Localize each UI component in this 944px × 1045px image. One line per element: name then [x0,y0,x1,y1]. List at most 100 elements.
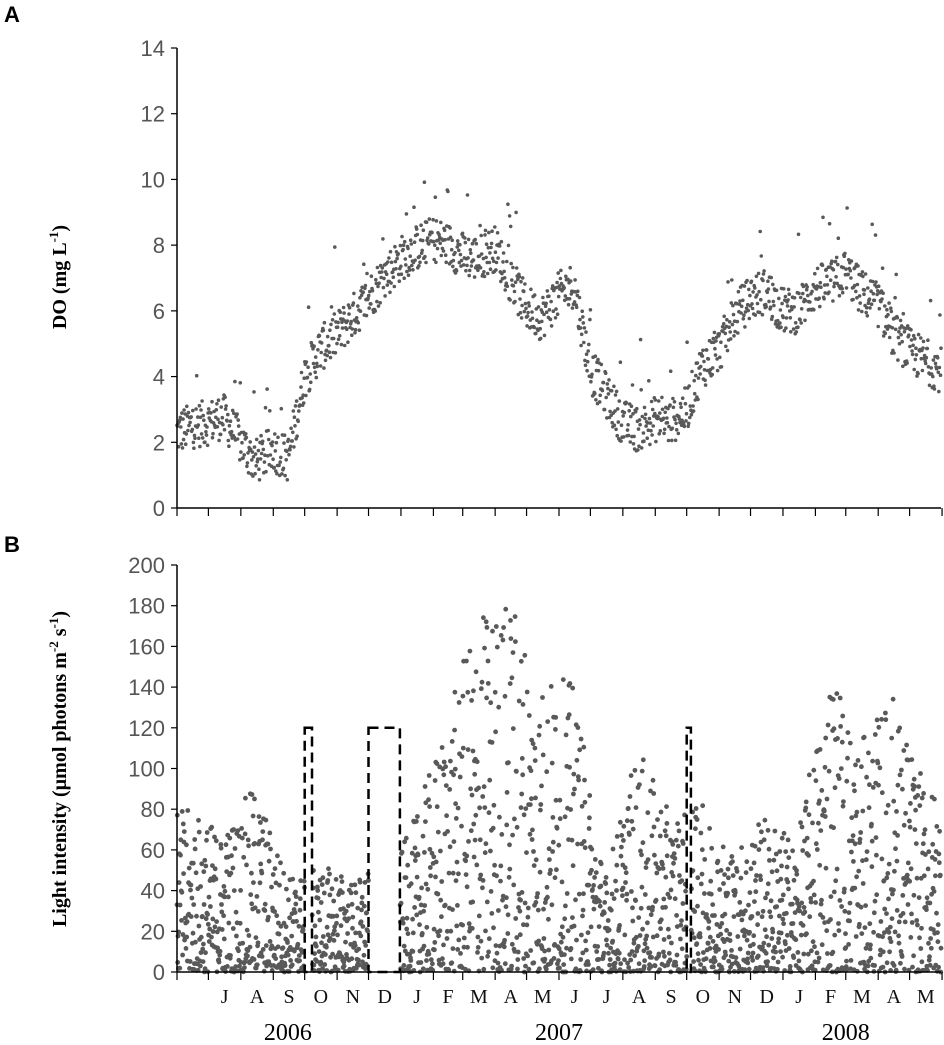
light-point [507,842,512,848]
do-point [619,423,624,428]
light-point [439,914,444,920]
do-point [225,419,229,423]
light-point [475,950,480,955]
light-point [529,837,535,842]
light-point [859,931,865,936]
do-point [846,272,850,277]
light-point [364,910,370,916]
light-point [570,863,576,869]
light-point [645,857,651,862]
light-point [625,960,630,966]
light-point [691,959,696,964]
light-point [816,955,822,961]
light-point [512,816,517,822]
do-y-axis-label-end: ) [49,225,71,232]
do-point [203,440,207,445]
light-point [639,852,644,858]
light-point [588,924,594,930]
light-point [248,892,254,898]
light-point [447,844,453,850]
light-point [768,898,774,904]
do-point [617,399,622,403]
light-point [794,868,799,873]
do-point [914,346,918,351]
do-y-tick-label: 6 [153,299,165,324]
light-point [779,835,785,841]
light-point [914,875,920,881]
light-point [911,953,916,959]
light-point [204,830,210,835]
light-point [793,937,799,943]
do-point [615,407,620,411]
do-point [885,327,890,331]
light-point [763,895,768,901]
light-point [753,889,759,895]
light-point [818,828,824,833]
light-point [519,756,525,761]
light-point [909,757,915,762]
light-point [779,897,785,903]
do-point [722,314,726,319]
do-point [510,278,514,282]
do-point [696,397,700,402]
light-y-axis-label-main: Light intensity (µmol photons m [49,652,71,927]
light-point [921,831,927,837]
do-point [712,330,717,335]
light-point [709,845,715,851]
do-point [503,288,508,292]
do-point [235,412,239,416]
light-point [895,782,901,788]
do-point [469,264,474,268]
light-point [465,944,470,950]
light-point [841,799,846,804]
light-point [849,849,854,855]
light-point [349,882,354,888]
do-point [581,321,586,325]
light-point [935,922,941,928]
light-point [586,962,591,967]
light-point [489,740,495,745]
do-point [768,305,773,310]
do-point [544,301,548,306]
do-point [279,406,284,411]
light-point [667,895,673,900]
light-point [455,805,461,811]
light-point [436,933,441,939]
light-point [724,928,729,933]
do-point [702,368,707,372]
light-point [936,964,941,970]
light-point [440,956,445,962]
do-point [781,287,786,291]
light-point [221,936,227,942]
do-y-tick-label: 2 [153,430,165,455]
do-point [885,307,889,312]
light-point [889,735,895,741]
year-label: 2007 [535,1020,583,1045]
light-point [460,745,466,751]
light-point [648,964,654,969]
do-point [791,327,796,331]
light-point [260,837,265,843]
light-point [285,940,290,945]
light-point [428,957,434,963]
light-point [777,849,783,854]
do-point [474,241,479,246]
light-point [432,778,438,783]
do-point [632,434,636,439]
do-point [218,432,223,437]
light-point [316,909,321,915]
light-point [606,950,611,956]
light-point [460,922,465,928]
light-point [694,817,700,822]
light-point [222,888,228,894]
light-point [864,849,870,854]
do-point [532,325,536,330]
light-point [313,943,319,949]
light-point [691,935,697,941]
light-point [775,959,781,965]
do-point [715,357,719,361]
light-point [450,870,456,876]
do-point [775,318,780,323]
light-point [478,872,484,878]
